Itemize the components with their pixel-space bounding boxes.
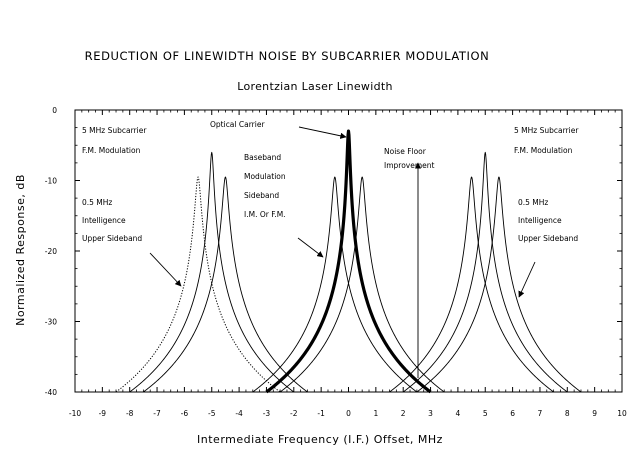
x-tick-label: -4: [235, 409, 243, 418]
annotation-text: F.M. Modulation: [514, 146, 573, 155]
x-tick-label: 2: [401, 409, 406, 418]
annotation-text: Sideband: [244, 191, 279, 200]
annotation-arrow: [518, 261, 536, 298]
annotations: Optical Carrier 5 MHz Subcarrier F.M. Modu…: [82, 120, 579, 378]
annotation-text: Baseband: [244, 153, 281, 162]
annotation-text: Intelligence: [82, 216, 126, 225]
series-line: [389, 176, 554, 393]
annotation-text: Optical Carrier: [210, 120, 265, 129]
y-tick-label: -20: [45, 247, 57, 256]
annotation-text: Upper Sideband: [518, 234, 578, 243]
y-tick-label: -30: [45, 318, 57, 327]
x-tick-label: -1: [317, 409, 325, 418]
x-tick-label: -6: [181, 409, 189, 418]
x-tick-label: 8: [565, 409, 570, 418]
x-tick-label: 10: [617, 409, 627, 418]
y-axis-label: Normalized Response, dB: [14, 174, 27, 326]
data-series: [115, 129, 582, 394]
chart-subtitle: Lorentzian Laser Linewidth: [237, 80, 392, 93]
series-line: [416, 176, 582, 393]
x-tick-label: -8: [126, 409, 134, 418]
annotation-text: 0.5 MHz: [518, 198, 548, 207]
axis-ticks: -10 -9 -8 -7 -6 -5 -4 -3 -2 -1 0 1 2 3 4 5 6 7 8 9 100-10-20…: [45, 106, 627, 418]
x-tick-label: -5: [208, 409, 216, 418]
annotation-text: Intelligence: [518, 216, 562, 225]
x-tick-label: 1: [373, 409, 378, 418]
series-line: [265, 129, 432, 394]
x-tick-label: 7: [538, 409, 543, 418]
annotation-text: 5 MHz Subcarrier: [82, 126, 147, 135]
x-tick-label: 4: [456, 409, 461, 418]
x-tick-label: -9: [99, 409, 107, 418]
annotation-text: 5 MHz Subcarrier: [514, 126, 579, 135]
x-tick-label: -10: [69, 409, 81, 418]
x-tick-label: -2: [290, 409, 298, 418]
annotation-text: Modulation: [244, 172, 286, 181]
series-line: [402, 151, 568, 393]
annotation-arrow: [298, 126, 347, 139]
annotation-text: Noise Floor: [384, 147, 427, 156]
series-line: [129, 151, 295, 393]
annotation-text: Improvement: [384, 161, 435, 170]
x-tick-label: -7: [153, 409, 161, 418]
x-tick-label: 0: [346, 409, 351, 418]
chart-title: REDUCTION OF LINEWIDTH NOISE BY SUBCARRI…: [85, 49, 490, 63]
annotation-text: Upper Sideband: [82, 234, 142, 243]
annotation-text: F.M. Modulation: [82, 146, 141, 155]
y-tick-label: -40: [45, 388, 57, 397]
y-tick-label: 0: [52, 106, 57, 115]
annotation-arrow: [297, 237, 324, 258]
annotation-arrow: [149, 252, 182, 287]
series-line: [143, 176, 308, 393]
x-tick-label: 9: [592, 409, 597, 418]
x-tick-label: 3: [428, 409, 433, 418]
x-tick-label: -3: [263, 409, 271, 418]
y-tick-label: -10: [45, 177, 57, 186]
annotation-text: I.M. Or F.M.: [244, 210, 286, 219]
annotation-text: 0.5 MHz: [82, 198, 112, 207]
x-tick-label: 6: [510, 409, 515, 418]
series-line: [115, 176, 281, 393]
x-axis-label: Intermediate Frequency (I.F.) Offset, MH…: [197, 433, 443, 446]
x-tick-label: 5: [483, 409, 488, 418]
